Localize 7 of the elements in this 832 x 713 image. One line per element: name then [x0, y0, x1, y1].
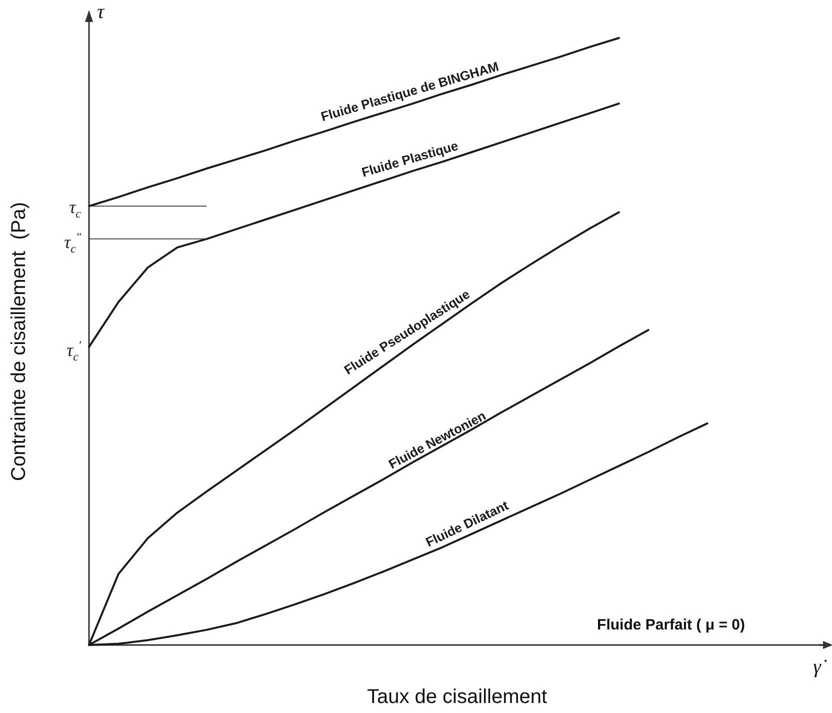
text: Fluide Plastique — [360, 138, 460, 180]
text: τ — [97, 1, 105, 23]
x-axis-title: Taux de cisaillement — [366, 686, 548, 708]
annotation: Fluide Parfait ( μ = 0) — [597, 616, 745, 634]
text: γ̇ — [813, 656, 827, 678]
y-axis-title: Contrainte de cisaillement (Pa) — [8, 202, 30, 482]
text: τ$_{c}$ — [69, 197, 81, 221]
